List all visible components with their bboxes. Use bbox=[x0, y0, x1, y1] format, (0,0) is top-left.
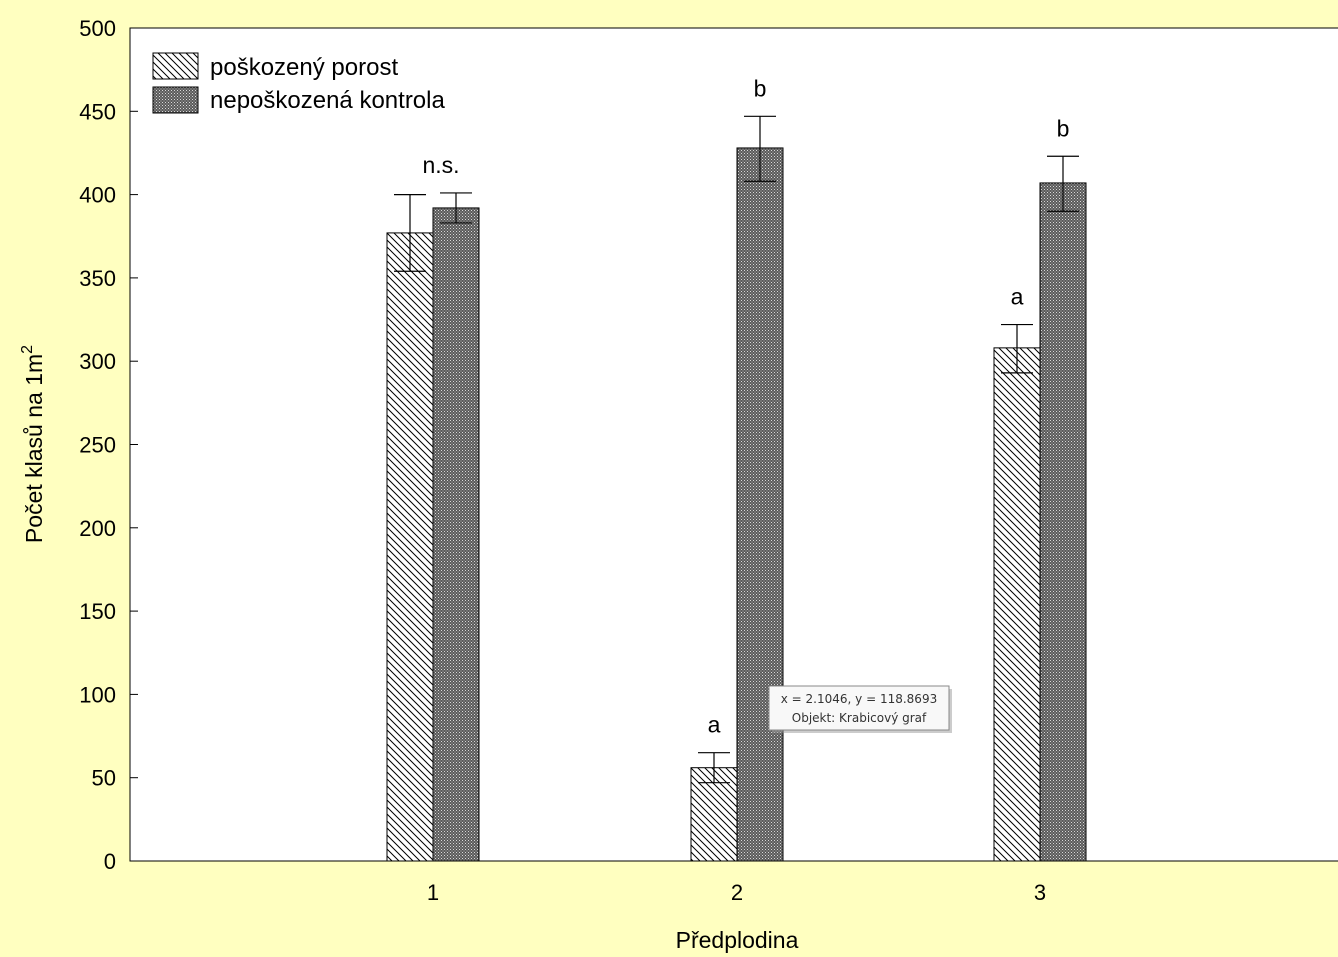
y-axis-label-superscript: 2 bbox=[19, 345, 36, 354]
bar-control-2 bbox=[736, 147, 784, 862]
y-axis: 0 50 100 150 200 250 300 350 400 450 500 bbox=[79, 16, 138, 874]
y-tick-label: 200 bbox=[79, 516, 116, 541]
significance-label: a bbox=[708, 712, 721, 738]
error-bars-group bbox=[394, 115, 1079, 784]
y-tick-label: 0 bbox=[104, 849, 116, 874]
error-bar bbox=[698, 752, 730, 784]
x-tick-label: 3 bbox=[1034, 880, 1046, 905]
significance-label: b bbox=[754, 75, 767, 101]
x-axis-label: Předplodina bbox=[676, 927, 799, 953]
y-axis-label-main: Počet klasů na 1m bbox=[21, 354, 47, 543]
y-tick-label: 300 bbox=[79, 349, 116, 374]
tooltip-line-2: Objekt: Krabicový graf bbox=[792, 711, 927, 725]
error-bar bbox=[440, 192, 472, 224]
bar-damaged-3 bbox=[993, 347, 1041, 862]
plot-area bbox=[129, 27, 1338, 862]
y-tick-label: 150 bbox=[79, 599, 116, 624]
y-tick-label: 100 bbox=[79, 682, 116, 707]
bar-control-3 bbox=[1039, 182, 1087, 862]
significance-label: b bbox=[1057, 115, 1070, 141]
x-tick-label: 1 bbox=[427, 880, 439, 905]
bar-damaged-1 bbox=[386, 232, 434, 862]
legend-label-control: nepoškozená kontrola bbox=[210, 87, 445, 114]
error-bar bbox=[1001, 323, 1033, 374]
y-tick-label: 450 bbox=[79, 99, 116, 124]
error-bar bbox=[1047, 155, 1079, 212]
legend: poškozený porost nepoškozená kontrola bbox=[152, 52, 445, 114]
bar-control-1 bbox=[432, 207, 480, 862]
significance-label: n.s. bbox=[422, 152, 459, 178]
legend-swatch-control bbox=[152, 86, 199, 114]
y-tick-label: 250 bbox=[79, 433, 116, 458]
y-tick-label: 350 bbox=[79, 266, 116, 291]
significance-label: a bbox=[1011, 284, 1024, 310]
x-tick-label: 2 bbox=[731, 880, 743, 905]
legend-swatch-damaged bbox=[152, 52, 199, 80]
y-tick-label: 400 bbox=[79, 183, 116, 208]
y-axis-label: Počet klasů na 1m2 bbox=[19, 345, 47, 543]
tooltip: x = 2.1046, y = 118.8693 Objekt: Krabico… bbox=[768, 685, 952, 733]
y-tick-label: 50 bbox=[92, 766, 116, 791]
tooltip-box bbox=[768, 685, 950, 731]
annotations-group: n.s. a b a b bbox=[422, 75, 1069, 737]
error-bar bbox=[744, 115, 776, 182]
error-bar bbox=[394, 194, 426, 272]
y-tick-label: 500 bbox=[79, 16, 116, 41]
legend-label-damaged: poškozený porost bbox=[210, 54, 398, 81]
tooltip-line-1: x = 2.1046, y = 118.8693 bbox=[781, 692, 937, 706]
